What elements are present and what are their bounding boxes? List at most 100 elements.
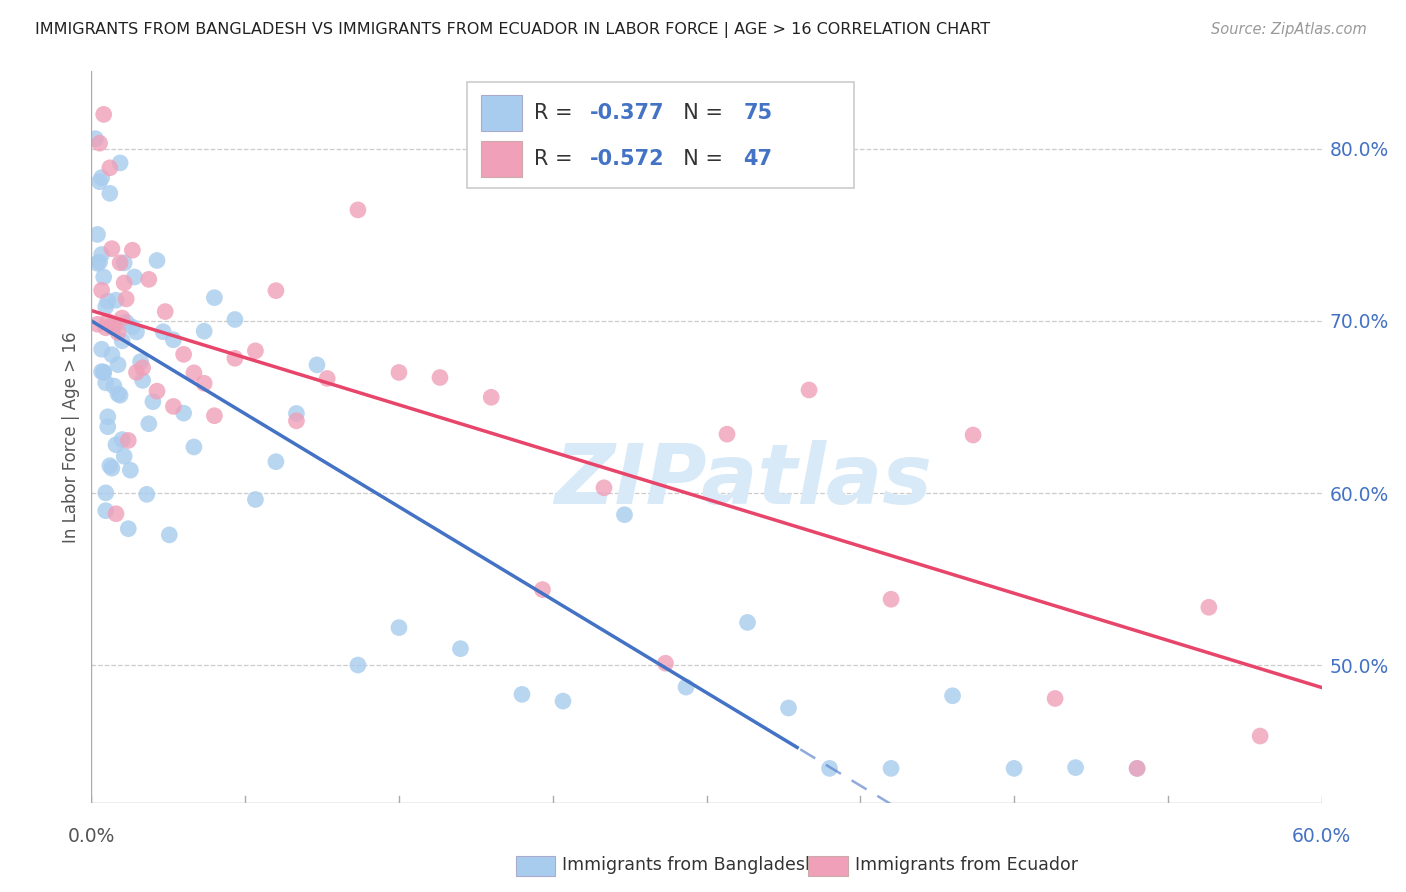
Text: R =: R = xyxy=(534,103,579,123)
Point xyxy=(111,433,134,447)
Point xyxy=(135,487,157,501)
Point xyxy=(103,319,125,334)
Point xyxy=(129,354,152,368)
Point xyxy=(479,390,502,404)
Point xyxy=(108,388,131,402)
Point xyxy=(962,428,984,442)
Text: Immigrants from Bangladesh: Immigrants from Bangladesh xyxy=(562,856,817,874)
Point xyxy=(115,292,138,306)
Point xyxy=(121,320,143,334)
Point xyxy=(93,366,115,380)
Point xyxy=(146,384,169,398)
Point xyxy=(90,283,112,297)
Point xyxy=(138,417,160,431)
Text: IMMIGRANTS FROM BANGLADESH VS IMMIGRANTS FROM ECUADOR IN LABOR FORCE | AGE > 16 : IMMIGRANTS FROM BANGLADESH VS IMMIGRANTS… xyxy=(35,22,990,38)
Point xyxy=(1064,761,1087,775)
Point xyxy=(97,294,120,309)
Point xyxy=(388,366,411,380)
Point xyxy=(115,315,138,329)
Point xyxy=(797,383,820,397)
Point xyxy=(89,136,111,150)
Y-axis label: In Labor Force | Age > 16: In Labor Force | Age > 16 xyxy=(62,331,80,543)
Point xyxy=(157,528,180,542)
Point xyxy=(121,244,143,258)
Point xyxy=(101,242,124,256)
Point xyxy=(89,255,111,269)
Point xyxy=(90,247,112,261)
Point xyxy=(716,427,738,442)
Point xyxy=(202,409,225,423)
Point xyxy=(183,366,205,380)
Point xyxy=(112,276,135,290)
Text: 60.0%: 60.0% xyxy=(1292,827,1351,846)
Point xyxy=(120,463,142,477)
Point xyxy=(737,615,759,630)
Point xyxy=(117,434,139,448)
Point xyxy=(101,348,124,362)
Point xyxy=(880,761,903,775)
Point xyxy=(107,358,129,372)
Point xyxy=(93,270,115,285)
Point xyxy=(388,621,411,635)
Point xyxy=(108,256,131,270)
Point xyxy=(105,507,127,521)
Text: -0.572: -0.572 xyxy=(589,149,664,169)
Text: 0.0%: 0.0% xyxy=(67,827,115,846)
Bar xyxy=(481,95,522,131)
Point xyxy=(93,365,115,379)
Point xyxy=(531,582,554,597)
Point xyxy=(131,373,153,387)
Point xyxy=(613,508,636,522)
Point xyxy=(193,324,215,338)
Point xyxy=(224,351,246,366)
Point xyxy=(98,161,121,175)
Point xyxy=(89,175,111,189)
Point xyxy=(94,320,117,334)
Point xyxy=(97,314,120,328)
Point xyxy=(654,657,676,671)
Text: -0.377: -0.377 xyxy=(589,103,664,123)
Point xyxy=(107,387,129,401)
Point xyxy=(125,365,148,379)
Point xyxy=(112,450,135,464)
Point xyxy=(142,394,165,409)
Point xyxy=(224,312,246,326)
Point xyxy=(152,325,174,339)
Point xyxy=(153,304,177,318)
Point xyxy=(1126,761,1149,775)
Point xyxy=(93,107,115,121)
Point xyxy=(103,379,125,393)
Point xyxy=(94,486,117,500)
Point xyxy=(593,481,616,495)
Point xyxy=(173,406,195,420)
Point xyxy=(264,284,287,298)
Point xyxy=(1126,761,1149,775)
Point xyxy=(108,156,131,170)
Point xyxy=(245,492,267,507)
Point xyxy=(138,272,160,286)
Point xyxy=(162,400,184,414)
Point xyxy=(125,325,148,339)
Point xyxy=(675,680,697,694)
Point xyxy=(101,319,124,334)
Point xyxy=(162,333,184,347)
Point xyxy=(117,522,139,536)
Point xyxy=(285,414,308,428)
Text: N =: N = xyxy=(669,149,730,169)
Point xyxy=(305,358,328,372)
Point xyxy=(551,694,574,708)
Point xyxy=(1198,600,1220,615)
Text: N =: N = xyxy=(669,103,730,123)
Point xyxy=(202,291,225,305)
Point xyxy=(90,343,112,357)
Point xyxy=(245,343,267,358)
Point xyxy=(111,311,134,326)
Point xyxy=(94,300,117,314)
Point xyxy=(264,455,287,469)
Point xyxy=(880,592,903,607)
Point xyxy=(1043,691,1066,706)
Text: ZIPatlas: ZIPatlas xyxy=(554,441,932,522)
Point xyxy=(1002,761,1025,775)
Point xyxy=(112,256,135,270)
Point xyxy=(146,253,169,268)
